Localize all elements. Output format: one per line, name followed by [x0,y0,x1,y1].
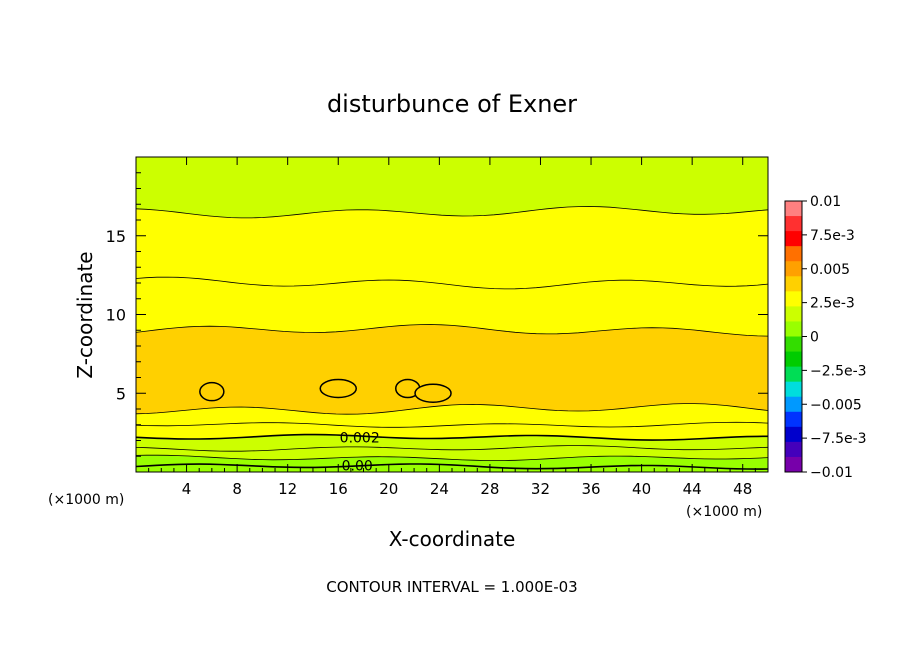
colorbar-swatch [785,216,802,232]
colorbar-swatch [785,306,802,322]
x-tick-label: 24 [430,480,449,498]
chart-title: disturbunce of Exner [327,90,577,118]
x-axis-ticks: 4 8 12 16 20 24 28 32 36 40 44 48 [148,157,756,498]
x-tick-label: 4 [182,480,192,498]
x-tick-label: 32 [531,480,550,498]
contour-line [135,403,769,415]
colorbar-label: 7.5e-3 [810,228,855,244]
x-tick-label: 8 [232,480,242,498]
contour-interval-note: CONTOUR INTERVAL = 1.000E-03 [326,578,577,596]
colorbar-swatch [785,291,802,307]
colorbar-swatch [785,276,802,292]
contour-line [135,463,769,470]
x-tick-label: 20 [379,480,398,498]
colorbar-label: 2.5e-3 [810,296,855,312]
contour-blob [199,381,225,402]
colorbar-swatch [785,261,802,277]
colorbar-label: 0 [810,330,819,346]
colorbar-label: −7.5e-3 [810,431,867,447]
y-tick-label: 15 [106,227,126,246]
contour-line [135,206,769,219]
x-tick-label: 28 [480,480,499,498]
contour-line [135,421,769,428]
colorbar-label: 0.005 [810,262,850,278]
x-tick-label: 16 [329,480,348,498]
colorbar-swatch [785,321,802,337]
y-tick-label: 10 [106,306,126,325]
x-unit-left: (×1000 m) [48,492,124,508]
colorbar-swatch [785,411,802,428]
colorbar: 0.01 7.5e-3 0.005 2.5e-3 0 −2.5e-3 −0.005 −7.5e… [784,194,867,481]
contour-blob [414,383,452,403]
x-unit-right: (×1000 m) [686,504,762,520]
colorbar-swatch [785,366,802,383]
contour-line [135,445,769,452]
x-tick-label: 12 [278,480,297,498]
contour-labels: 0.002 0.00 [340,430,380,474]
colorbar-swatch [785,396,802,413]
colorbar-label: −0.01 [810,465,853,481]
colorbar-label: 0.01 [810,194,841,210]
colorbar-swatch [785,381,802,398]
colorbar-swatch [785,426,802,443]
x-tick-label: 36 [581,480,600,498]
colorbar-swatch [785,441,802,458]
contour-blob [319,378,357,399]
y-axis-ticks: 5 10 15 [106,172,768,457]
colorbar-label: −0.005 [810,397,862,413]
x-tick-label: 40 [632,480,651,498]
x-axis-label: X-coordinate [389,527,516,551]
contour-line [135,454,769,462]
colorbar-label: −2.5e-3 [810,363,867,379]
y-tick-label: 5 [116,384,126,403]
colorbar-swatch [785,351,802,368]
y-axis-label: Z-coordinate [73,251,97,378]
contour-line [135,324,769,337]
colorbar-swatch [785,201,802,217]
contour-label: 0.002 [340,430,380,446]
x-tick-label: 48 [733,480,752,498]
contour-line [135,276,769,290]
contour-line [135,433,769,441]
colorbar-swatch [785,231,802,247]
colorbar-swatch [785,456,802,473]
colorbar-swatch [785,246,802,262]
colorbar-swatch [785,336,802,353]
contour-label: 0.00 [342,459,373,475]
contour-lines [135,206,769,470]
x-tick-label: 44 [683,480,702,498]
